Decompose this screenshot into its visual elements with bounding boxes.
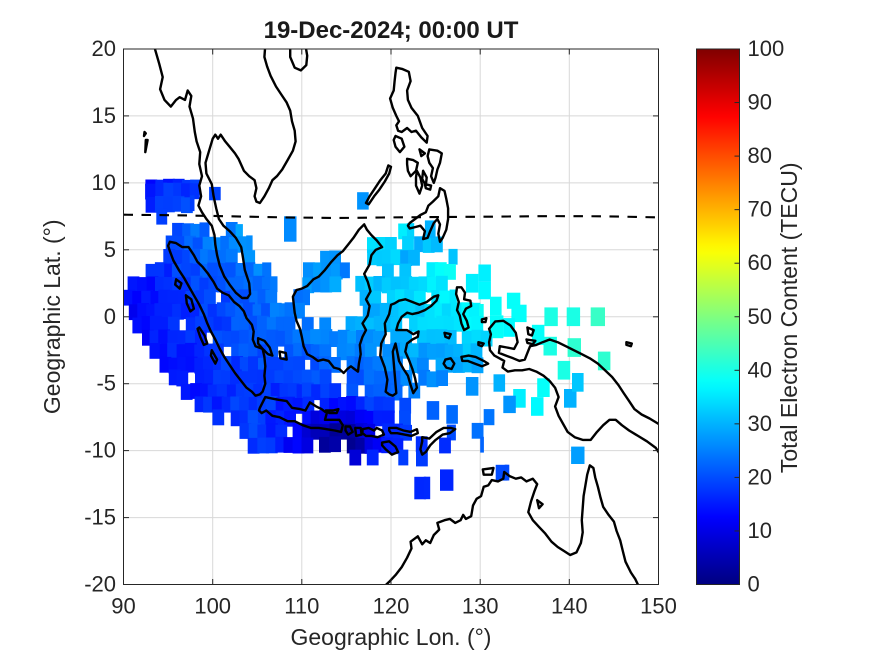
svg-text:110: 110 <box>284 594 319 619</box>
svg-text:90: 90 <box>111 594 135 619</box>
svg-text:150: 150 <box>640 594 677 619</box>
svg-text:70: 70 <box>748 197 772 222</box>
svg-text:20: 20 <box>748 464 772 489</box>
svg-text:100: 100 <box>748 36 785 61</box>
svg-text:0: 0 <box>748 572 760 597</box>
svg-text:140: 140 <box>551 594 588 619</box>
svg-text:10: 10 <box>92 170 116 195</box>
svg-text:-5: -5 <box>96 371 116 396</box>
svg-text:Geographic Lon. (°): Geographic Lon. (°) <box>291 624 492 650</box>
svg-text:50: 50 <box>748 304 772 329</box>
svg-text:Total Electron Content (TECU): Total Electron Content (TECU) <box>776 162 802 473</box>
svg-text:40: 40 <box>748 357 772 382</box>
svg-text:100: 100 <box>194 594 231 619</box>
svg-text:Geographic Lat. (°): Geographic Lat. (°) <box>39 220 65 415</box>
svg-text:60: 60 <box>748 250 772 275</box>
svg-text:5: 5 <box>104 237 116 262</box>
svg-text:-10: -10 <box>84 438 116 463</box>
svg-text:30: 30 <box>748 411 772 436</box>
svg-text:0: 0 <box>104 304 116 329</box>
svg-text:80: 80 <box>748 143 772 168</box>
svg-text:-20: -20 <box>84 572 116 597</box>
svg-text:20: 20 <box>92 36 116 61</box>
svg-text:15: 15 <box>92 103 116 128</box>
svg-text:90: 90 <box>748 90 772 115</box>
svg-text:130: 130 <box>462 594 499 619</box>
svg-text:19-Dec-2024; 00:00 UT: 19-Dec-2024; 00:00 UT <box>264 17 519 44</box>
svg-text:10: 10 <box>748 518 772 543</box>
svg-text:-15: -15 <box>84 505 116 530</box>
svg-text:120: 120 <box>373 594 410 619</box>
